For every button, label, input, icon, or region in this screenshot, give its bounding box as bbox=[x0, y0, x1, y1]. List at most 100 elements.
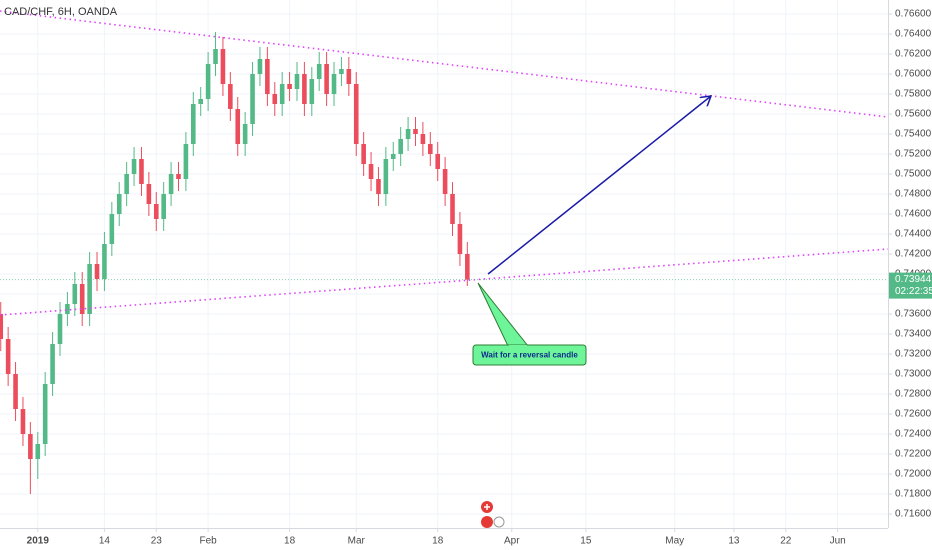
plot bbox=[0, 32, 470, 494]
candle-body bbox=[65, 304, 70, 314]
candle-body bbox=[339, 69, 344, 74]
x-tick-label: Feb bbox=[199, 536, 217, 547]
y-tick-label: 0.75200 bbox=[895, 149, 932, 160]
event-icon[interactable] bbox=[481, 516, 493, 528]
drawings bbox=[0, 10, 889, 316]
trendline bbox=[0, 10, 889, 118]
candle-body bbox=[465, 254, 470, 280]
candle-body bbox=[79, 284, 85, 314]
candle-body bbox=[450, 194, 455, 224]
candle-body bbox=[94, 264, 100, 279]
y-tick-label: 0.76000 bbox=[895, 69, 932, 80]
candle-body bbox=[279, 84, 285, 104]
candle-body bbox=[176, 174, 181, 179]
y-tick-label: 0.76400 bbox=[895, 29, 932, 40]
event-icon-plus bbox=[484, 504, 490, 510]
y-tick-label: 0.73200 bbox=[895, 349, 932, 360]
candle-body bbox=[294, 74, 300, 89]
y-tick-label: 0.75600 bbox=[895, 109, 932, 120]
candle-body bbox=[346, 69, 352, 84]
candle-body bbox=[242, 124, 248, 144]
y-tick-label: 0.73600 bbox=[895, 309, 932, 320]
candle-body bbox=[287, 84, 292, 89]
y-tick-label: 0.76600 bbox=[895, 9, 932, 20]
y-tick-label: 0.74400 bbox=[895, 229, 932, 240]
candle-body bbox=[250, 74, 255, 124]
x-tick-label: Apr bbox=[504, 536, 520, 547]
candle-body bbox=[5, 339, 11, 374]
event-icon[interactable] bbox=[493, 516, 505, 528]
candle-body bbox=[0, 314, 4, 339]
candle-body bbox=[191, 104, 196, 144]
candle-body bbox=[316, 64, 322, 79]
candle-body bbox=[42, 384, 48, 444]
candle-body bbox=[183, 144, 189, 179]
y-tick-label: 0.72400 bbox=[895, 429, 932, 440]
candle-body bbox=[109, 214, 115, 244]
candle-body bbox=[324, 64, 329, 94]
candle-body bbox=[376, 179, 381, 194]
x-tick-label: Jun bbox=[830, 536, 846, 547]
candle-body bbox=[435, 154, 441, 169]
x-tick-label: 18 bbox=[432, 536, 444, 547]
candle-body bbox=[57, 314, 63, 344]
y-tick-label: 0.72600 bbox=[895, 409, 932, 420]
axes: 0.71600 0.71800 0.72000 0.72200 0.72400 0.726… bbox=[27, 9, 932, 547]
candle-body bbox=[28, 434, 33, 459]
candle-body bbox=[139, 159, 144, 184]
trendline bbox=[0, 248, 889, 316]
candle-body bbox=[13, 374, 18, 409]
candle-body bbox=[265, 59, 270, 94]
candle-body bbox=[131, 159, 137, 174]
candle-body bbox=[413, 129, 418, 134]
x-tick-label: 18 bbox=[284, 536, 296, 547]
candle-body bbox=[87, 264, 92, 314]
x-tick-label: Mar bbox=[348, 536, 366, 547]
candle-body bbox=[427, 144, 433, 154]
candle-body bbox=[420, 134, 426, 144]
candle-body bbox=[116, 194, 122, 214]
countdown-label: 02:22:35 bbox=[895, 286, 932, 297]
candle-body bbox=[257, 59, 263, 74]
candle-body bbox=[368, 164, 374, 179]
y-tick-label: 0.72800 bbox=[895, 389, 932, 400]
candle-body bbox=[331, 74, 337, 94]
candle-body bbox=[442, 169, 448, 194]
candle-body bbox=[20, 409, 26, 434]
candle-body bbox=[390, 154, 396, 159]
x-tick-label: 14 bbox=[99, 536, 111, 547]
y-tick-label: 0.72200 bbox=[895, 449, 932, 460]
candle-body bbox=[383, 159, 389, 194]
y-tick-label: 0.74600 bbox=[895, 209, 932, 220]
x-tick-label: 15 bbox=[580, 536, 592, 547]
x-tick-label: May bbox=[665, 536, 684, 547]
candle-body bbox=[153, 204, 159, 219]
x-tick-label: 23 bbox=[151, 536, 163, 547]
candle-body bbox=[198, 99, 204, 104]
candle-body bbox=[302, 74, 307, 104]
x-tick-label: 13 bbox=[728, 536, 740, 547]
candle-body bbox=[220, 49, 226, 84]
candle-body bbox=[205, 64, 211, 99]
candle-body bbox=[272, 94, 278, 104]
y-tick-label: 0.73000 bbox=[895, 369, 932, 380]
y-tick-label: 0.71800 bbox=[895, 489, 932, 500]
last-price-tag bbox=[889, 272, 932, 299]
chart-title: CAD/CHF, 6H, OANDA bbox=[4, 6, 118, 18]
candle-body bbox=[72, 284, 78, 304]
callout-box bbox=[472, 344, 587, 366]
y-tick-label: 0.75800 bbox=[895, 89, 932, 100]
candle-body bbox=[50, 344, 55, 384]
projection-arrow bbox=[487, 96, 711, 275]
candle-body bbox=[213, 49, 218, 64]
y-tick-label: 0.73400 bbox=[895, 329, 932, 340]
x-tick-label: 2019 bbox=[27, 536, 50, 547]
y-tick-label: 0.76200 bbox=[895, 49, 932, 60]
y-tick-label: 0.72000 bbox=[895, 469, 932, 480]
candle-body bbox=[102, 244, 107, 279]
candle-body bbox=[353, 84, 359, 144]
y-tick-label: 0.75400 bbox=[895, 129, 932, 140]
x-tick-label: 22 bbox=[780, 536, 792, 547]
candle-body bbox=[405, 129, 411, 139]
